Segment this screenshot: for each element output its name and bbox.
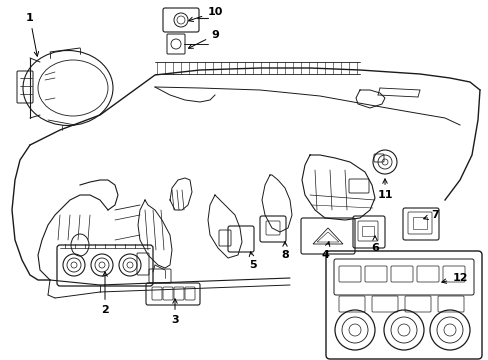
- Text: 10: 10: [188, 7, 222, 22]
- Bar: [412, 217, 426, 229]
- Text: 7: 7: [423, 210, 438, 220]
- Text: 9: 9: [188, 30, 219, 48]
- Text: 3: 3: [171, 299, 179, 325]
- Text: 1: 1: [26, 13, 39, 56]
- Text: 2: 2: [101, 272, 109, 315]
- Text: 4: 4: [321, 242, 329, 260]
- Text: 12: 12: [441, 273, 467, 283]
- Text: 5: 5: [249, 252, 256, 270]
- Text: 6: 6: [370, 236, 378, 253]
- Text: 8: 8: [281, 242, 288, 260]
- Bar: [361, 226, 373, 236]
- Text: 11: 11: [376, 179, 392, 200]
